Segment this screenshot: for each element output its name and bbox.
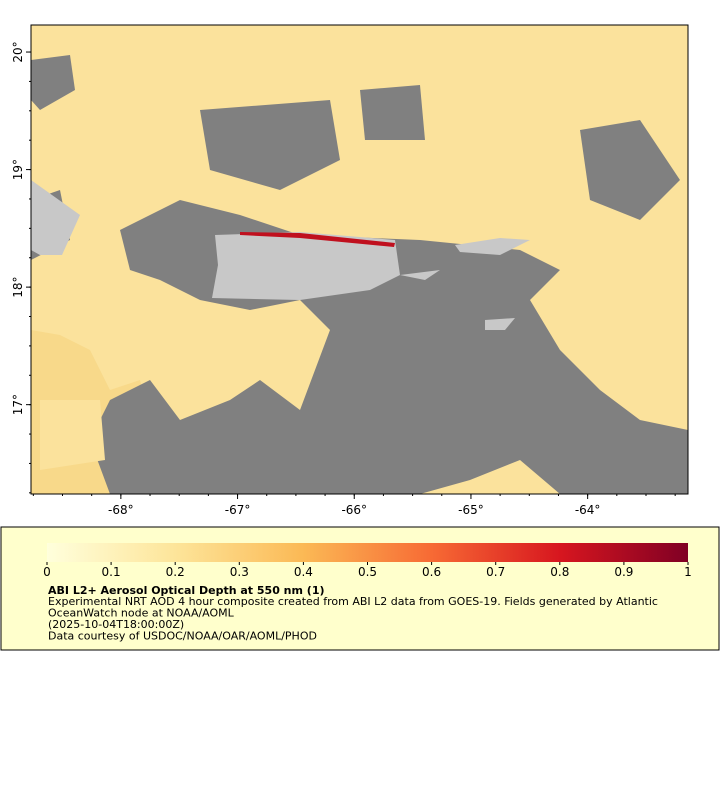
island [455, 238, 530, 255]
map-frame [30, 24, 689, 495]
legend-description: OceanWatch node at NOAA/AOML [48, 607, 235, 620]
colorbar-tick-label: 1 [684, 565, 692, 579]
island [485, 318, 515, 330]
legend-description: Data courtesy of USDOC/NOAA/OAR/AOML/PHO… [48, 630, 317, 643]
colorbar-tick-label: 0.2 [166, 565, 185, 579]
colorbar-tick-label: 0.3 [230, 565, 249, 579]
y-tick-label: 19° [11, 159, 25, 180]
legend-description: (2025-10-04T18:00:00Z) [48, 618, 184, 631]
colorbar-tick-label: 0.1 [102, 565, 121, 579]
colorbar-tick-label: 0.9 [614, 565, 633, 579]
island [212, 232, 400, 300]
y-tick-label: 18° [11, 276, 25, 297]
no-data [31, 55, 75, 110]
colorbar-tick-label: 0.5 [358, 565, 377, 579]
colorbar-tick-label: 0.7 [486, 565, 505, 579]
x-tick-label: -64° [575, 503, 601, 517]
no-data [360, 85, 425, 140]
colorbar-tick-label: 0.4 [294, 565, 313, 579]
y-tick-label: 20° [11, 41, 25, 62]
y-tick-label: 17° [11, 394, 25, 415]
legend-description: Experimental NRT AOD 4 hour composite cr… [48, 595, 658, 608]
x-tick-label: -68° [108, 503, 134, 517]
island [31, 180, 80, 255]
colorbar-tick-label: 0.6 [422, 565, 441, 579]
x-tick-label: -67° [225, 503, 251, 517]
high-aod [240, 232, 395, 247]
colorbar-tick-label: 0 [43, 565, 51, 579]
colorbar-tick-label: 0.8 [550, 565, 569, 579]
x-tick-label: -66° [341, 503, 367, 517]
map-area [31, 25, 688, 494]
island [400, 270, 440, 280]
no-data [200, 100, 340, 190]
x-tick-label: -65° [458, 503, 484, 517]
no-data [580, 120, 680, 220]
legend-title: ABI L2+ Aerosol Optical Depth at 550 nm … [48, 584, 325, 597]
aod-field [40, 400, 105, 470]
colorbar [47, 543, 688, 562]
